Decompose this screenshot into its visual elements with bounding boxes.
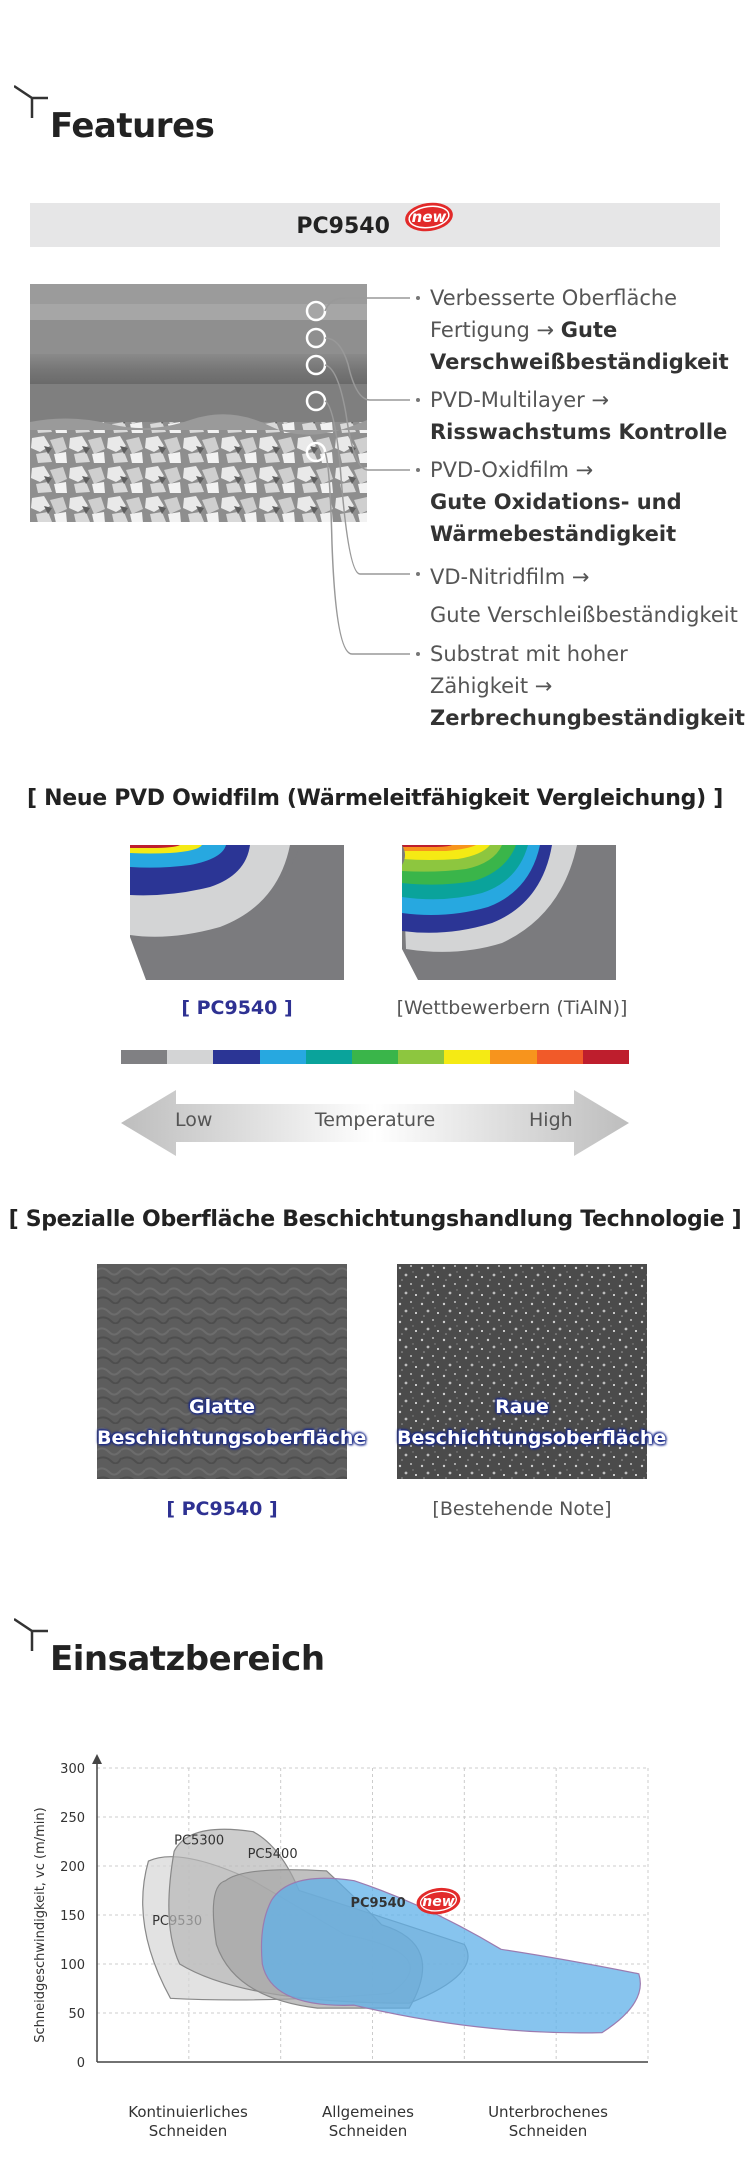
scale-swatch <box>121 1050 168 1064</box>
feature-connector-lines <box>324 297 410 655</box>
feature-item-2: PVD-Multilayer → Risswachstums Kontrolle <box>430 388 728 444</box>
scale-swatch <box>582 1050 630 1064</box>
scale-swatch <box>259 1050 307 1064</box>
y-tick-label: 200 <box>60 1860 85 1875</box>
feature-item-1: Verbesserte Oberfläche Fertigung → Gute … <box>430 286 729 374</box>
coating-cross-section-image <box>30 284 367 522</box>
scale-swatch <box>213 1050 261 1064</box>
y-tick-label: 50 <box>68 2007 85 2022</box>
smooth-surface-label-2: Beschichtungsoberfläche <box>97 1427 367 1449</box>
thermal-heading: [ Neue PVD Owidfilm (Wärmeleitfähigkeit … <box>27 786 723 811</box>
y-tick-label: 250 <box>60 1811 85 1826</box>
rough-surface-label-1: Raue <box>495 1396 549 1418</box>
category-label-general: Allgemeines Schneiden <box>322 2103 414 2140</box>
y-axis-arrow-icon <box>92 1754 102 1764</box>
scale-swatch <box>536 1050 584 1064</box>
new-badge-icon: new <box>404 201 454 249</box>
y-tick-label: 300 <box>60 1762 85 1777</box>
bullet-icon <box>416 652 420 656</box>
rough-surface-image: Raue Beschichtungsoberfläche <box>397 1264 666 1479</box>
y-tick-label: 150 <box>60 1909 85 1924</box>
smooth-surface-label-1: Glatte <box>189 1396 255 1418</box>
category-label-interrupted: Unterbrochenes Schneiden <box>488 2103 608 2140</box>
series-label-pc5300: PC5300 <box>174 1833 224 1848</box>
category-label-continuous: Kontinuierliches Schneiden <box>128 2103 248 2140</box>
svg-text:new: new <box>411 208 446 226</box>
product-bar: PC9540 new <box>30 201 720 249</box>
pc9540-thermal-caption: [ PC9540 ] <box>181 997 293 1019</box>
pc9540-thermal-image <box>130 845 344 980</box>
section-corner-icon <box>14 1617 48 1651</box>
new-badge-ring <box>419 1890 457 1912</box>
y-tick-label: 0 <box>77 2056 85 2071</box>
smooth-surface-caption: [ PC9540 ] <box>166 1498 278 1520</box>
feature-item-3: PVD-Oxidfilm → Gute Oxidations- und Wärm… <box>430 458 682 546</box>
product-name: PC9540 <box>296 214 390 239</box>
temperature-arrow-icon <box>121 1090 629 1156</box>
arrow-high-label: High <box>529 1109 573 1131</box>
bullet-icon <box>416 398 420 402</box>
feature-item-4: VD-Nitridfilm → Gute Verschleißbeständig… <box>430 565 738 627</box>
application-title: Einsatzbereich <box>50 1639 325 1679</box>
series-label-pc5400: PC5400 <box>248 1847 298 1862</box>
new-badge-text: new <box>422 1894 454 1910</box>
smooth-surface-image: Glatte Beschichtungsoberfläche <box>97 1264 366 1479</box>
series-label-pc9540: PC9540 <box>350 1896 405 1911</box>
bullet-icon <box>416 468 420 472</box>
arrow-low-label: Low <box>175 1109 213 1131</box>
surface-heading: [ Spezialle Oberfläche Beschichtungshand… <box>8 1207 742 1232</box>
feature-item-5: Substrat mit hoher Zähigkeit → Zerbrechu… <box>430 642 745 730</box>
competitor-thermal-caption: [Wettbewerbern (TiAlN)] <box>396 997 628 1019</box>
rough-surface-caption: [Bestehende Note] <box>432 1498 612 1520</box>
bullet-icon <box>416 296 420 300</box>
scale-swatch <box>398 1050 445 1064</box>
section-corner-icon <box>14 84 48 118</box>
scale-swatch <box>167 1050 214 1064</box>
arrow-temperature-label: Temperature <box>314 1109 436 1131</box>
competitor-thermal-image <box>402 845 616 980</box>
bullet-icon <box>416 572 420 576</box>
rough-surface-label-2: Beschichtungsoberfläche <box>397 1427 667 1449</box>
features-title: Features <box>50 106 215 146</box>
scale-swatch <box>351 1050 399 1064</box>
scale-swatch <box>305 1050 353 1064</box>
y-tick-label: 100 <box>60 1958 85 1973</box>
scale-swatch <box>490 1050 538 1064</box>
application-range-chart: 0 50 100 150 200 250 300 Schneidgeschwindigkeit… <box>33 1754 649 2080</box>
y-axis-label: Schneidgeschwindigkeit, vc (m/min) <box>33 1807 48 2042</box>
series-area-pc9540 <box>260 1877 641 2034</box>
scale-swatch <box>444 1050 491 1064</box>
